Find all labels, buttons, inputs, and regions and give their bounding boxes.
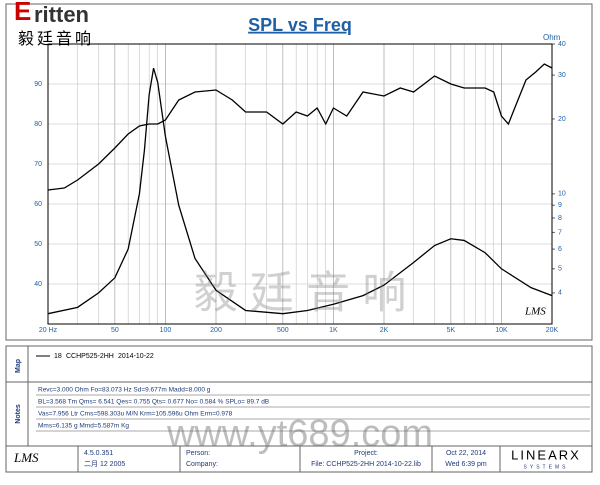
chart-title: SPL vs Freq [248, 15, 352, 35]
y2-tick-label: 10 [558, 191, 566, 198]
logo-e: E [14, 0, 31, 26]
legend-date: 2014-10-22 [118, 353, 154, 360]
footer-logo: LMS [13, 450, 39, 465]
series-line [47, 67, 553, 315]
y-tick-label: 70 [34, 161, 42, 168]
y-tick-label: 50 [34, 241, 42, 248]
y-tick-label: 80 [34, 121, 42, 128]
y2-tick-label: 8 [558, 215, 562, 222]
y2-tick-label: 9 [558, 202, 562, 209]
x-tick-label: 20 Hz [39, 327, 58, 334]
x-tick-label: 500 [277, 327, 289, 334]
x-tick-label: 5K [447, 327, 456, 334]
watermark-cn: 毅 廷 音 响 [194, 269, 407, 318]
x-tick-label: 20K [546, 327, 559, 334]
person: Person: [186, 450, 210, 457]
brand-logo: LINEARX [511, 447, 581, 462]
y2-tick-label: 5 [558, 266, 562, 273]
file: File: CCHP525-2HH 2014-10-22.lib [311, 461, 421, 468]
section-label: Map [15, 359, 22, 373]
y2-tick-label: 40 [558, 41, 566, 48]
y2-tick-label: 30 [558, 72, 566, 79]
y-tick-label: 40 [34, 281, 42, 288]
brand: LMS [524, 306, 546, 318]
build: 二月 12 2005 [84, 460, 125, 468]
date: Oct 22, 2014 [446, 450, 486, 457]
y2-tick-label: 20 [558, 116, 566, 123]
x-tick-label: 200 [210, 327, 222, 334]
x-tick-label: 10K [495, 327, 508, 334]
version: 4.5.0.351 [84, 450, 113, 457]
series-line [47, 63, 553, 191]
info-frame [5, 345, 593, 473]
note-line: Mms=6.135 g Mmd=5.587m Kg [38, 423, 129, 430]
note-line: Revc=3.000 Ohm Fo=83.073 Hz Sd=9.677m Ma… [38, 387, 211, 394]
note-line: BL=3.568 Tm Qms= 6.541 Qes= 0.755 Qts= 0… [38, 399, 269, 406]
project: Project: [354, 450, 378, 457]
x-tick-label: 50 [111, 327, 119, 334]
brand-sub: SYSTEMS [524, 464, 569, 470]
plot: 20 Hz 50 100 200 500 1K 2K 5K 10K 20K 40 50 60 70 80 90… [34, 41, 566, 334]
time: Wed 6:39 pm [445, 461, 487, 468]
plot-area [47, 43, 553, 325]
legend-name: CCHP525-2HH [66, 353, 114, 360]
note-line: Vas=7.956 Ltr Cms=598.303u M/N Krm=105.5… [38, 411, 233, 418]
y2-tick-label: 4 [558, 290, 562, 297]
legend-entry: 18 [54, 353, 62, 360]
company: Company: [186, 461, 218, 468]
y2-label: Ohm [543, 33, 561, 42]
logo-cn: 毅廷音响 [18, 30, 94, 48]
notes: Revc=3.000 Ohm Fo=83.073 Hz Sd=9.677m Ma… [36, 387, 590, 432]
logo: ritten [34, 2, 89, 27]
x-tick-label: 100 [160, 327, 172, 334]
section-label: Notes [15, 404, 22, 424]
y2-tick-label: 7 [558, 229, 562, 236]
x-tick-label: 2K [380, 327, 389, 334]
y2-tick-label: 6 [558, 246, 562, 253]
y-tick-label: 60 [34, 201, 42, 208]
x-tick-label: 1K [329, 327, 338, 334]
y-tick-label: 90 [34, 81, 42, 88]
